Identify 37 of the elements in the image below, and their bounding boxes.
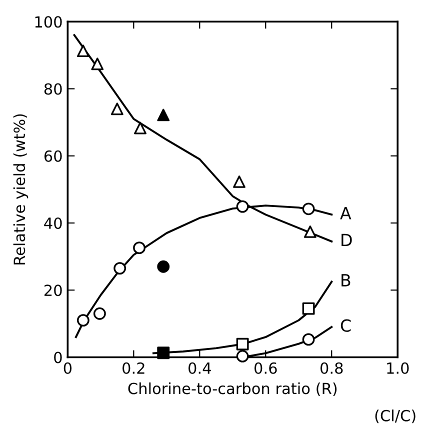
x-tick-label: 0.4 (188, 362, 211, 374)
y-tick-label: 40 (44, 217, 62, 230)
point (302, 333, 315, 346)
point (134, 122, 146, 134)
x-tick-label: 0.2 (122, 362, 144, 374)
series-label: D (342, 234, 352, 246)
text: (Cl/C) (375, 410, 416, 424)
x-tick-label: 0.6 (254, 362, 277, 374)
x-tick-label: 1.0 (387, 362, 409, 374)
point (133, 242, 146, 254)
point (110, 102, 124, 116)
y-axis-title: Relative yield (wt%) (13, 114, 28, 264)
point (157, 346, 170, 360)
point (304, 226, 316, 238)
series-label: B (342, 274, 350, 286)
y-tick-label: 100 (35, 16, 62, 28)
point (157, 260, 170, 273)
y-tick-label: 80 (44, 83, 62, 95)
point (302, 202, 315, 216)
y-tick-label: 0 (54, 352, 62, 364)
y-tick-label: 20 (44, 284, 62, 296)
point (91, 58, 104, 70)
legend-label: A (340, 207, 352, 220)
point (233, 176, 246, 188)
y-tick-label: 60 (44, 150, 62, 162)
point (114, 262, 126, 275)
x-tick-label: 0.8 (320, 362, 343, 374)
point (302, 302, 315, 315)
point (236, 350, 249, 362)
x-tick-label: 0 (64, 362, 72, 374)
point (236, 200, 249, 213)
point (76, 314, 90, 327)
series-label: C (340, 319, 351, 332)
point (157, 108, 170, 122)
point (236, 338, 249, 350)
point (93, 307, 106, 320)
x-axis-title: Chlorine-to-carbon ratio (R) (128, 382, 337, 396)
